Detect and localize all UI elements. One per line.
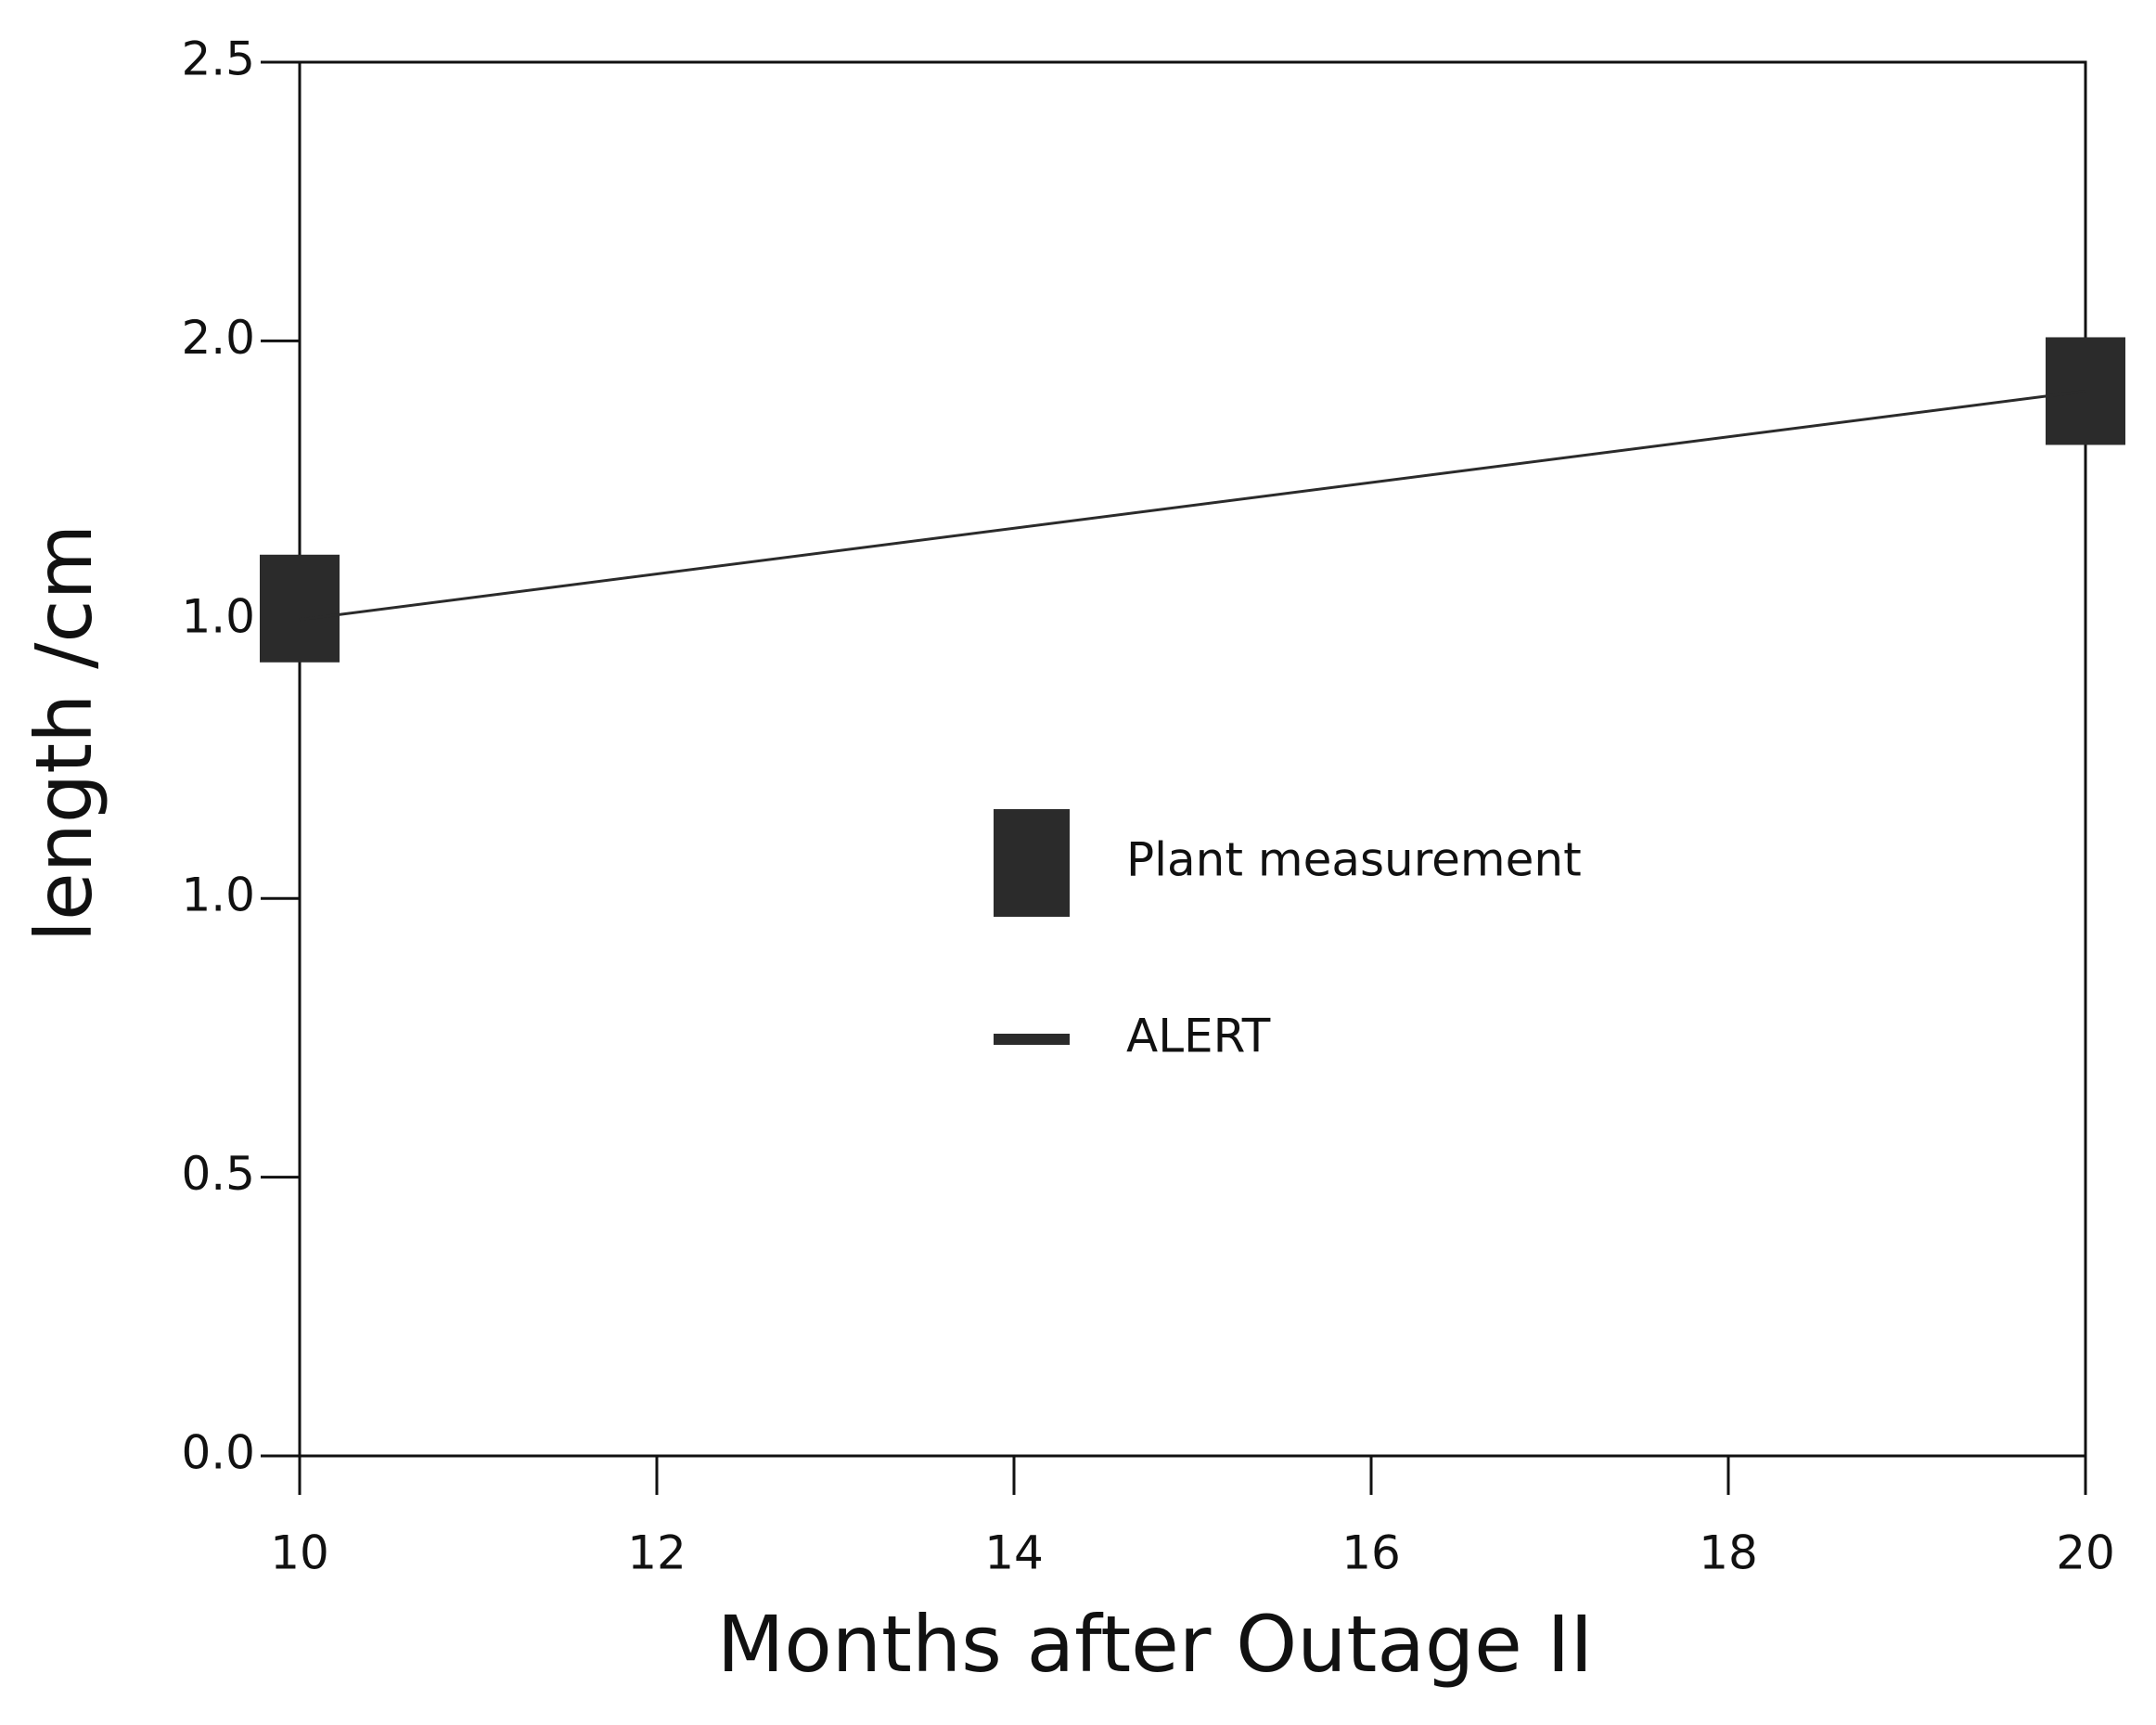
x-tick-label: 18 bbox=[1699, 1526, 1758, 1580]
y-tick-label: 1.0 bbox=[181, 589, 255, 643]
y-tick-label: 2.5 bbox=[181, 32, 255, 86]
legend-label: Plant measurement bbox=[1126, 833, 1582, 887]
marker bbox=[260, 554, 340, 663]
line bbox=[299, 389, 2086, 622]
plot-frame bbox=[298, 60, 2087, 1458]
x-tick-label: 12 bbox=[627, 1526, 687, 1580]
legend-marker bbox=[994, 809, 1070, 917]
y-axis-label: length /cm bbox=[19, 524, 109, 943]
y-tick-label: 0.5 bbox=[181, 1147, 255, 1201]
x-tick-label: 10 bbox=[270, 1526, 329, 1580]
y-tick-label: 1.0 bbox=[181, 869, 255, 922]
x-tick-label: 16 bbox=[1341, 1526, 1401, 1580]
y-tick-label: 0.0 bbox=[181, 1426, 255, 1480]
x-axis-label: Months after Outage II bbox=[717, 1599, 1593, 1690]
x-tick-label: 14 bbox=[984, 1526, 1044, 1580]
y-tick-label: 2.0 bbox=[181, 311, 255, 365]
legend-label: ALERT bbox=[1126, 1010, 1271, 1063]
x-tick-label: 20 bbox=[2056, 1526, 2115, 1580]
